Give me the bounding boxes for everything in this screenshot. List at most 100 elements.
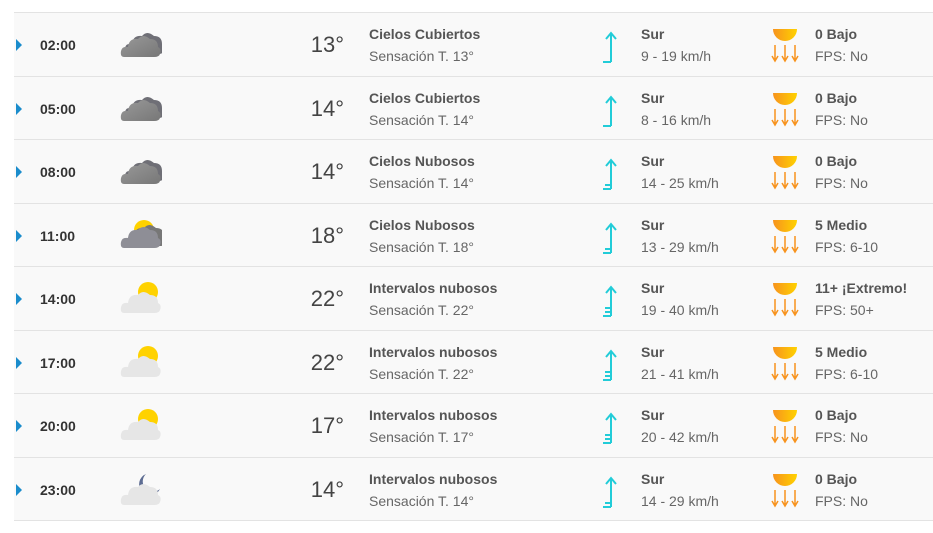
hour: 17:00: [40, 354, 76, 371]
forecast-row[interactable]: 17:00 22° Intervalos nubosos Sensación T…: [14, 330, 933, 394]
feels-like: Sensación T. 17°: [369, 429, 474, 445]
feels-like: Sensación T. 22°: [369, 365, 474, 382]
wind-direction: Sur: [641, 407, 665, 423]
feels-like: Sensación T. 13°: [369, 48, 474, 64]
uv-sun-icon: [770, 472, 800, 508]
forecast-row[interactable]: 02:00 13° Cielos Cubiertos Sensación T. …: [14, 13, 933, 77]
uv-index: 0 Bajo: [815, 470, 858, 487]
temperature: 17°: [310, 413, 344, 438]
temperature: 14°: [310, 476, 344, 502]
hour: 14:00: [40, 291, 76, 307]
wind-arrow-icon: [600, 475, 620, 509]
temperature: 14°: [310, 95, 344, 121]
forecast-row[interactable]: 23:00 14° Intervalos nubosos Sensación T…: [14, 457, 933, 521]
sky-condition: Cielos Nubosos: [369, 216, 475, 233]
uv-sun-icon: [770, 154, 800, 190]
partly-cloudy-icon: [118, 281, 162, 315]
feels-like: Sensación T. 14°: [369, 492, 474, 509]
wind-arrow-icon: [600, 94, 620, 128]
expand-caret-icon[interactable]: [16, 39, 22, 51]
hour: 02:00: [40, 37, 76, 53]
uv-index: 0 Bajo: [815, 153, 858, 169]
sun-protection-factor: FPS: 6-10: [815, 238, 879, 255]
sky-condition: Cielos Nubosos: [369, 153, 475, 169]
wind-speed: 13 - 29 km/h: [641, 238, 719, 255]
uv-sun-icon: [770, 281, 800, 317]
temperature: 18°: [310, 222, 344, 248]
forecast-row[interactable]: 20:00 17° Intervalos nubosos Sensación T…: [14, 394, 933, 458]
wind-arrow-icon: [600, 30, 620, 64]
sun-protection-factor: FPS: 50+: [815, 302, 874, 318]
wind-direction: Sur: [641, 216, 665, 233]
wind-arrow-icon: [600, 411, 620, 445]
partly-cloudy-icon: [118, 408, 162, 442]
feels-like: Sensación T. 18°: [369, 238, 474, 255]
partly-cloudy-night-icon: [118, 472, 162, 506]
wind-arrow-icon: [600, 348, 620, 382]
wind-direction: Sur: [641, 343, 665, 360]
wind-arrow-icon: [600, 221, 620, 255]
wind-direction: Sur: [641, 280, 665, 296]
wind-direction: Sur: [641, 470, 665, 487]
uv-index: 0 Bajo: [815, 89, 858, 106]
uv-sun-icon: [770, 408, 800, 444]
hour: 11:00: [40, 227, 76, 244]
uv-index: 0 Bajo: [815, 407, 858, 423]
sun-protection-factor: FPS: No: [815, 429, 868, 445]
hour: 05:00: [40, 100, 76, 117]
forecast-row[interactable]: 14:00 22° Intervalos nubosos Sensación T…: [14, 267, 933, 331]
sun-protection-factor: FPS: No: [815, 175, 868, 191]
uv-index: 11+ ¡Extremo!: [815, 280, 908, 296]
expand-caret-icon[interactable]: [16, 102, 22, 115]
wind-speed: 20 - 42 km/h: [641, 429, 719, 445]
uv-sun-icon: [770, 27, 800, 63]
temperature: 14°: [310, 159, 344, 184]
forecast-row[interactable]: 08:00 14° Cielos Nubosos Sensación T. 14…: [14, 140, 933, 204]
wind-speed: 8 - 16 km/h: [641, 111, 712, 128]
hour: 23:00: [40, 481, 76, 498]
uv-index: 5 Medio: [815, 216, 868, 233]
overcast-icon: [118, 27, 165, 61]
expand-caret-icon[interactable]: [16, 483, 22, 496]
sun-protection-factor: FPS: No: [815, 492, 868, 509]
temperature: 13°: [310, 32, 344, 57]
sky-condition: Intervalos nubosos: [369, 470, 498, 487]
wind-direction: Sur: [641, 153, 665, 169]
wind-direction: Sur: [641, 89, 665, 106]
wind-direction: Sur: [641, 26, 665, 42]
hour: 20:00: [40, 418, 76, 434]
expand-caret-icon[interactable]: [16, 229, 22, 242]
overcast-icon: [118, 154, 165, 188]
sky-condition: Cielos Cubiertos: [369, 89, 481, 106]
overcast-icon: [118, 91, 165, 125]
wind-speed: 9 - 19 km/h: [641, 48, 712, 64]
forecast-row[interactable]: 05:00 14° Cielos Cubiertos Sensación T. …: [14, 76, 933, 140]
feels-like: Sensación T. 22°: [369, 302, 474, 318]
expand-caret-icon[interactable]: [16, 293, 22, 305]
sun-protection-factor: FPS: 6-10: [815, 365, 879, 382]
expand-caret-icon[interactable]: [16, 166, 22, 178]
hourly-forecast-table: 02:00 13° Cielos Cubiertos Sensación T. …: [14, 12, 933, 521]
sky-condition: Intervalos nubosos: [369, 280, 498, 296]
wind-arrow-icon: [600, 284, 620, 318]
feels-like: Sensación T. 14°: [369, 175, 474, 191]
wind-speed: 19 - 40 km/h: [641, 302, 719, 318]
sky-condition: Intervalos nubosos: [369, 407, 498, 423]
sky-condition: Intervalos nubosos: [369, 343, 498, 360]
expand-caret-icon[interactable]: [16, 420, 22, 432]
sun-protection-factor: FPS: No: [815, 48, 868, 64]
temperature: 22°: [310, 286, 344, 311]
sun-protection-factor: FPS: No: [815, 111, 868, 128]
wind-speed: 14 - 25 km/h: [641, 175, 719, 191]
uv-index: 0 Bajo: [815, 26, 858, 42]
sky-condition: Cielos Cubiertos: [369, 26, 481, 42]
forecast-row[interactable]: 11:00 18° Cielos Nubosos Sensación T. 18…: [14, 203, 933, 267]
feels-like: Sensación T. 14°: [369, 111, 474, 128]
partly-cloudy-icon: [118, 345, 162, 379]
uv-sun-icon: [770, 345, 800, 381]
hour: 08:00: [40, 164, 76, 180]
cloudy-sun-icon: [118, 218, 167, 252]
expand-caret-icon[interactable]: [16, 356, 22, 369]
uv-sun-icon: [770, 218, 800, 254]
uv-sun-icon: [770, 91, 800, 127]
